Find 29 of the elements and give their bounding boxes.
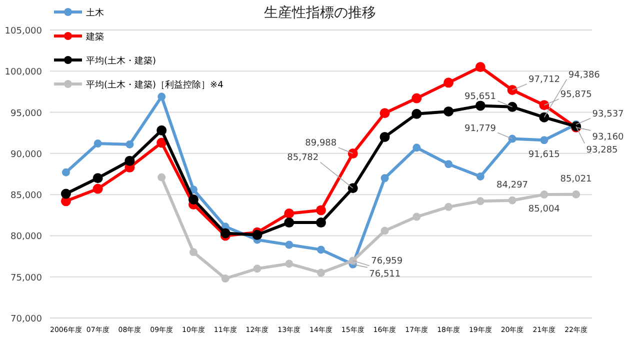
data-label: 94,386: [568, 70, 600, 80]
legend-label: 平均(土木・建築): [86, 56, 156, 66]
legend-label: 土木: [86, 8, 104, 18]
y-tick-label: 105,000: [4, 26, 42, 36]
y-tick-label: 85,000: [10, 191, 42, 202]
data-label: 93,285: [586, 145, 618, 156]
data-label: 95,875: [560, 90, 592, 100]
data-label: 91,615: [528, 150, 560, 160]
y-tick-label: 70,000: [10, 314, 42, 324]
y-tick-label: 80,000: [10, 232, 42, 242]
data-label: 84,297: [496, 180, 528, 190]
y-tick-label: 95,000: [10, 108, 42, 119]
chart-title: 生産性指標の推移: [264, 5, 376, 21]
y-tick-label: 100,000: [4, 68, 42, 78]
data-label: 89,988: [305, 138, 337, 149]
y-tick-label: 90,000: [10, 150, 42, 160]
data-label: 76,511: [369, 269, 401, 280]
legend-label: 平均(土木・建築)［利益控除］※4: [86, 80, 224, 90]
data-label: 93,537: [592, 109, 624, 120]
data-label: 85,004: [528, 204, 560, 215]
data-label: 85,021: [560, 174, 592, 184]
data-label: 85,782: [287, 153, 319, 164]
legend-label: 建築: [85, 32, 104, 42]
data-label: 97,712: [528, 74, 560, 85]
data-label: 76,959: [371, 256, 403, 267]
data-label: 95,651: [464, 92, 496, 102]
y-tick-label: 75,000: [10, 273, 42, 284]
data-label: 91,779: [464, 124, 496, 134]
data-label: 93,160: [592, 132, 624, 142]
